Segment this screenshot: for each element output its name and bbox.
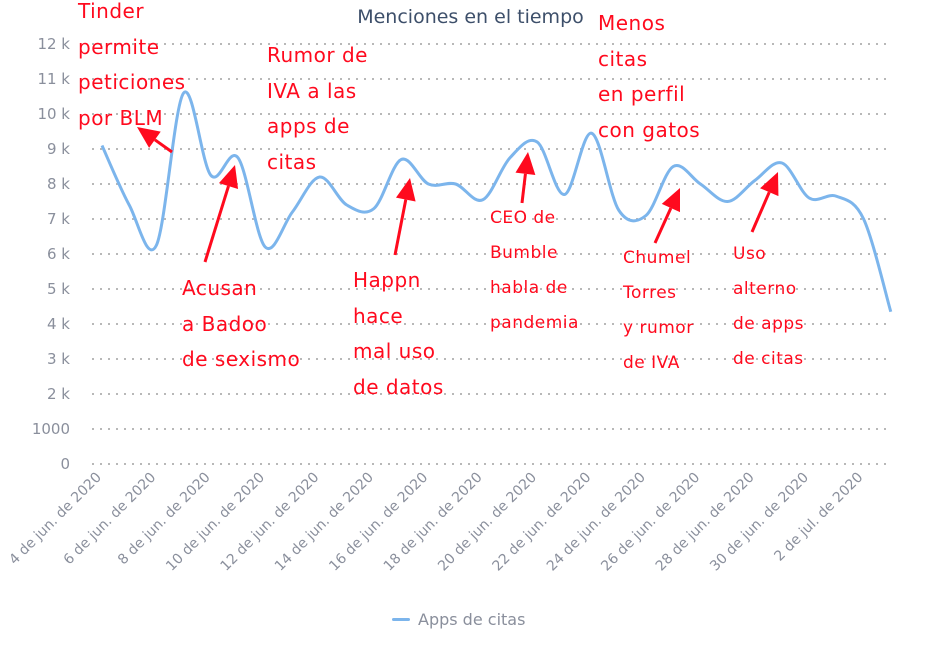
y-tick-label: 7 k [47, 210, 70, 228]
x-tick-label: 14 de jun. de 2020 [272, 470, 377, 575]
x-tick-label: 16 de jun. de 2020 [326, 470, 431, 575]
annotation-arrow [154, 138, 173, 154]
x-tick-label: 6 de jun. de 2020 [61, 470, 160, 569]
x-tick-label: 8 de jun. de 2020 [115, 470, 214, 569]
x-tick-label: 18 de jun. de 2020 [381, 470, 486, 575]
annotation-gatos: Menos citas en perfil con gatos [598, 11, 701, 142]
y-tick-label: 12 k [37, 35, 70, 53]
legend-label: Apps de citas [418, 610, 526, 629]
arrow-head [137, 127, 161, 148]
y-tick-label: 5 k [47, 280, 70, 298]
x-tick-label: 26 de jun. de 2020 [598, 470, 703, 575]
annotation-chumel: Chumel Torres y rumor de IVA [623, 248, 694, 373]
annotation-arrow [393, 199, 408, 256]
chart-title: Menciones en el tiempo [357, 6, 584, 28]
legend-item-apps-de-citas[interactable]: Apps de citas [392, 610, 525, 629]
y-tick-label: 1000 [32, 420, 70, 438]
y-tick-label: 0 [60, 455, 70, 473]
arrow-head [395, 178, 416, 202]
annotation-arrow [203, 185, 230, 263]
x-tick-label: 10 de jun. de 2020 [163, 470, 268, 575]
annotation-bumble: CEO de Bumble habla de pandemia [490, 208, 579, 333]
x-tick-label: 28 de jun. de 2020 [653, 470, 758, 575]
arrow-head [218, 165, 239, 189]
annotation-arrow [520, 173, 527, 204]
y-tick-label: 10 k [37, 105, 70, 123]
series-line-apps-de-citas [100, 90, 893, 313]
y-tick-label: 9 k [47, 140, 70, 158]
annotation-arrow [750, 191, 771, 233]
x-tick-label: 24 de jun. de 2020 [544, 470, 649, 575]
x-tick-label: 12 de jun. de 2020 [218, 470, 323, 575]
annotation-badoo: Acusan a Badoo de sexismo [182, 276, 301, 371]
annotation-happn: Happn hace mal uso de datos [353, 268, 444, 399]
x-tick-label: 30 de jun. de 2020 [707, 470, 812, 575]
y-tick-label: 11 k [37, 70, 70, 88]
annotation-tinder: Tinder permite peticiones por BLM [78, 0, 186, 130]
x-tick-label: 22 de jun. de 2020 [490, 470, 595, 575]
arrow-head [661, 188, 680, 213]
legend-swatch [392, 618, 410, 621]
y-tick-label: 2 k [47, 385, 70, 403]
annotation-uso-alterno: Uso alterno de apps de citas [733, 244, 805, 369]
annotation-rumor-iva: Rumor de IVA a las apps de citas [267, 43, 368, 174]
x-tick-label: 4 de jun. de 2020 [6, 470, 105, 569]
y-tick-label: 4 k [47, 315, 70, 333]
y-tick-label: 6 k [47, 245, 70, 263]
y-tick-label: 3 k [47, 350, 70, 368]
arrow-head [760, 172, 779, 197]
arrow-head [515, 152, 536, 176]
annotation-arrow [653, 207, 673, 244]
x-tick-label: 20 de jun. de 2020 [435, 470, 540, 575]
y-tick-label: 8 k [47, 175, 70, 193]
